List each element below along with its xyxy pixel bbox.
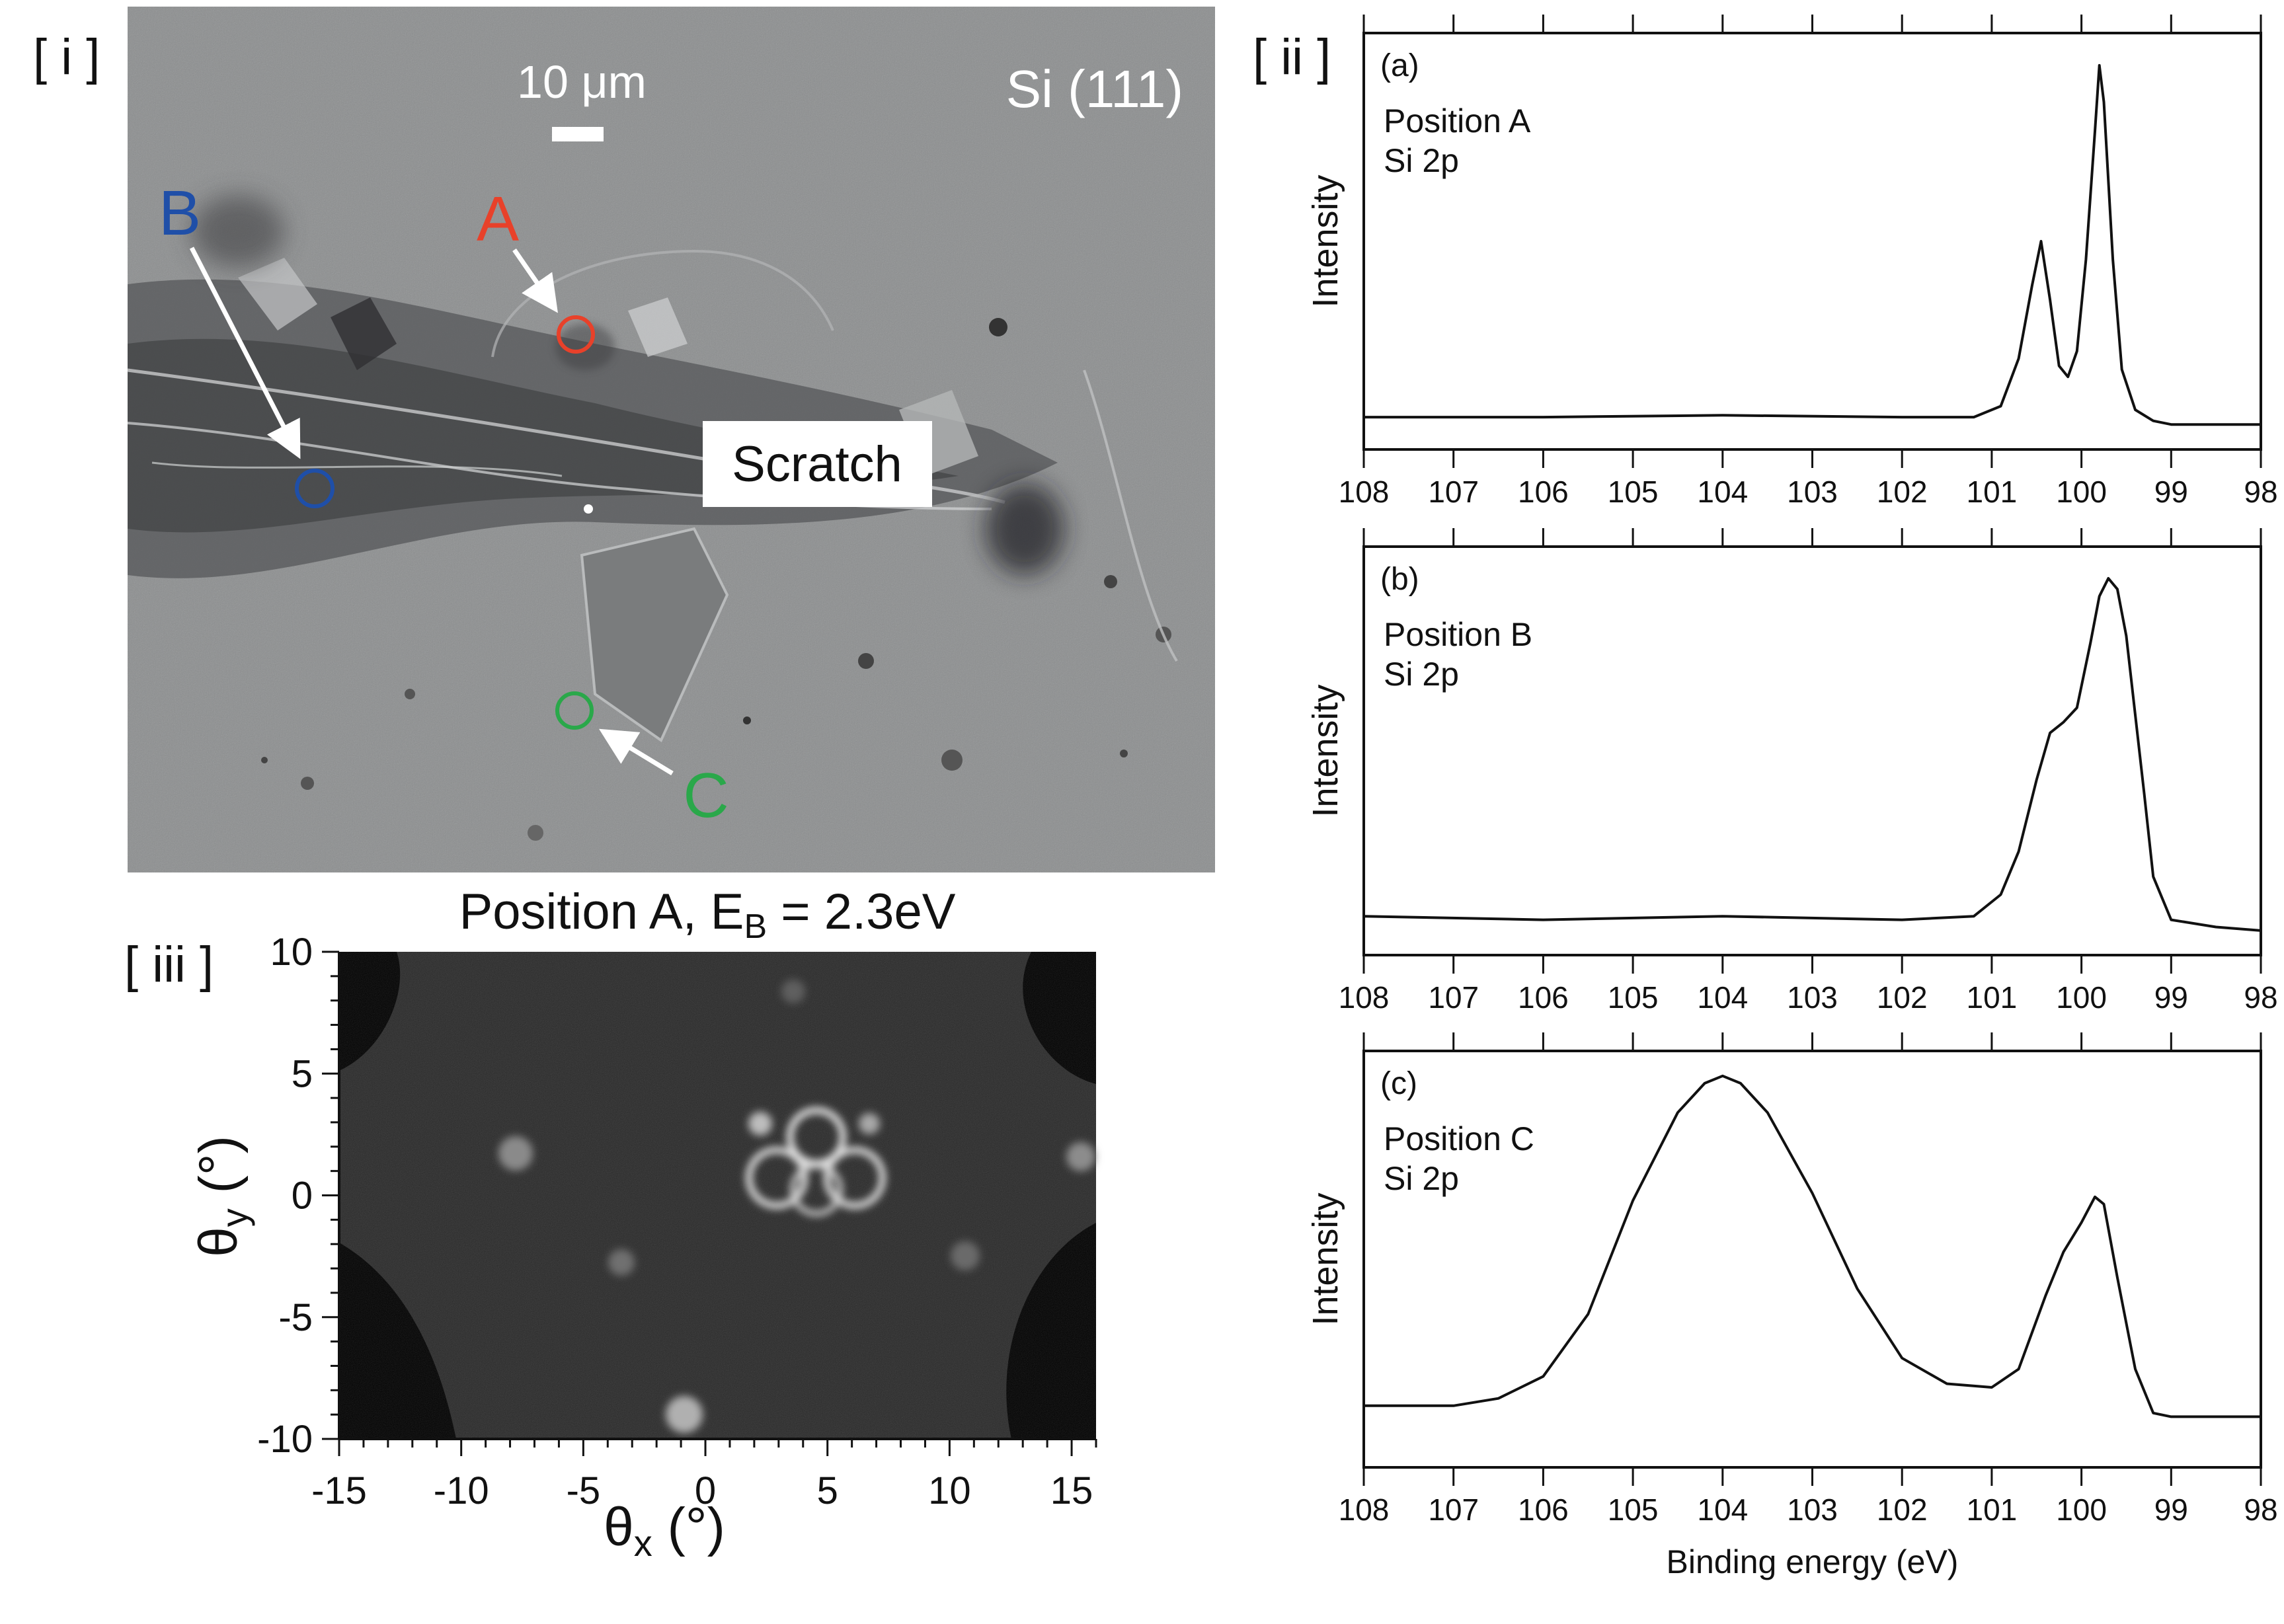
x-tick-label: 104 xyxy=(1697,1492,1748,1527)
x-tick-label: 99 xyxy=(2154,1492,2188,1527)
spectrum-panel-b: 108 107 106 105 104 103 102 101 100 99 98 (b) Positi… xyxy=(1306,528,2278,1015)
x-tick-label: 108 xyxy=(1339,980,1390,1015)
y-axis-label: Intensity xyxy=(1306,1192,1345,1325)
x-tick-label: 100 xyxy=(2056,980,2107,1015)
spectrum-panel-c: 108 107 106 105 104 103 102 101 100 99 98 (c) Positi… xyxy=(1306,1032,2278,1580)
plot-frame xyxy=(1362,1050,2262,1469)
marker-arrow-c xyxy=(599,728,674,775)
marker-circle-b xyxy=(295,469,335,508)
x-tick-label: 104 xyxy=(1697,980,1748,1015)
panel-label-iii: [ iii ] xyxy=(124,937,214,993)
x-tick-label: 5 xyxy=(817,1469,838,1512)
x-tick-label: 100 xyxy=(2056,1492,2107,1527)
diffraction-map xyxy=(339,952,1096,1439)
x-tick-label: 104 xyxy=(1697,475,1748,509)
marker-arrow-b xyxy=(189,247,301,459)
scratch-label: Scratch xyxy=(732,436,902,492)
x-tick-label: 102 xyxy=(1877,1492,1928,1527)
diffraction-xlabel: θx (°) xyxy=(604,1497,725,1564)
x-tick-label: 107 xyxy=(1428,475,1479,509)
x-tick-label: 101 xyxy=(1967,980,2018,1015)
x-tick-label: 101 xyxy=(1967,1492,2018,1527)
x-tick-label: 98 xyxy=(2244,475,2277,509)
spectrum-line xyxy=(1364,1074,2261,1418)
x-tick-label: 0 xyxy=(695,1469,716,1512)
y-axis-label: Intensity xyxy=(1306,684,1345,817)
y-tick-label: -10 xyxy=(257,1418,313,1461)
x-tick-label: 106 xyxy=(1518,475,1569,509)
x-tick-label: 108 xyxy=(1339,475,1390,509)
x-tick-label: -10 xyxy=(434,1469,489,1512)
x-tick-label: 100 xyxy=(2056,475,2107,509)
marker-label-b: B xyxy=(159,178,201,249)
x-tick-label: 107 xyxy=(1428,980,1479,1015)
annotation-line: Si 2p xyxy=(1384,1160,1459,1197)
y-axis-label: Intensity xyxy=(1306,174,1345,307)
scale-bar-label: 10 μm xyxy=(517,56,647,108)
spectrum-line xyxy=(1363,577,2262,932)
xps-spectra: 108 107 106 105 104 103 102 101 100 99 98 (a) Positi… xyxy=(1306,15,2278,1580)
diffraction-title: Position A, EB = 2.3eV xyxy=(459,884,956,946)
diffraction-axes: -15 -10 -5 0 5 10 15 10 5 0 -5 -10 xyxy=(257,931,1097,1512)
y-tick-label: 0 xyxy=(292,1175,313,1218)
spectrum-panel-a: 108 107 106 105 104 103 102 101 100 99 98 (a) Positi… xyxy=(1306,15,2278,509)
x-tick-label: 105 xyxy=(1608,980,1659,1015)
x-tick-label: 101 xyxy=(1967,475,2018,509)
y-tick-label: -5 xyxy=(278,1296,313,1339)
marker-label-c: C xyxy=(683,760,729,831)
y-tick-label: 5 xyxy=(292,1052,313,1095)
diffraction-ylabel: θy (°) xyxy=(188,1136,255,1257)
y-tick-label: 10 xyxy=(270,931,313,974)
panel-tag: (b) xyxy=(1380,562,1419,597)
x-tick-label: 105 xyxy=(1608,475,1659,509)
annotation-line: Si 2p xyxy=(1384,142,1459,179)
marker-arrow-a xyxy=(512,249,558,313)
panel-label-i: [ i ] xyxy=(33,29,100,85)
spectrum-line xyxy=(1364,63,2261,426)
sem-micrograph: 10 μm Si (111) Scratch A B C xyxy=(127,7,1215,872)
x-tick-label: 102 xyxy=(1877,475,1928,509)
x-tick-label: 15 xyxy=(1050,1469,1093,1512)
x-tick-label: 98 xyxy=(2244,980,2277,1015)
x-tick-label: 102 xyxy=(1877,980,1928,1015)
annotation-line: Position C xyxy=(1384,1120,1534,1157)
marker-circle-c xyxy=(555,691,594,730)
x-tick-label: 99 xyxy=(2154,980,2188,1015)
x-tick-label: -5 xyxy=(567,1469,601,1512)
x-tick-label: 103 xyxy=(1787,1492,1838,1527)
x-axis-label: Binding energy (eV) xyxy=(1667,1543,1959,1580)
x-tick-label: 103 xyxy=(1787,980,1838,1015)
x-tick-label: 107 xyxy=(1428,1492,1479,1527)
x-tick-label: 105 xyxy=(1608,1492,1659,1527)
panel-label-ii: [ ii ] xyxy=(1253,29,1331,85)
crystal-label: Si (111) xyxy=(1006,59,1183,118)
x-tick-label: 103 xyxy=(1787,475,1838,509)
x-tick-label: 10 xyxy=(928,1469,971,1512)
annotation-line: Position A xyxy=(1384,102,1531,139)
x-tick-label: 106 xyxy=(1518,1492,1569,1527)
marker-label-a: A xyxy=(477,184,519,254)
plot-frame xyxy=(1362,545,2262,956)
annotation-line: Si 2p xyxy=(1384,656,1459,693)
panel-tag: (a) xyxy=(1380,48,1419,83)
annotation-line: Position B xyxy=(1384,616,1532,653)
x-tick-label: 98 xyxy=(2244,1492,2277,1527)
panel-tag: (c) xyxy=(1380,1066,1417,1101)
x-tick-label: 99 xyxy=(2154,475,2188,509)
marker-circle-a xyxy=(557,315,595,354)
x-tick-label: 106 xyxy=(1518,980,1569,1015)
x-tick-label: 108 xyxy=(1339,1492,1390,1527)
x-tick-label: -15 xyxy=(311,1469,367,1512)
